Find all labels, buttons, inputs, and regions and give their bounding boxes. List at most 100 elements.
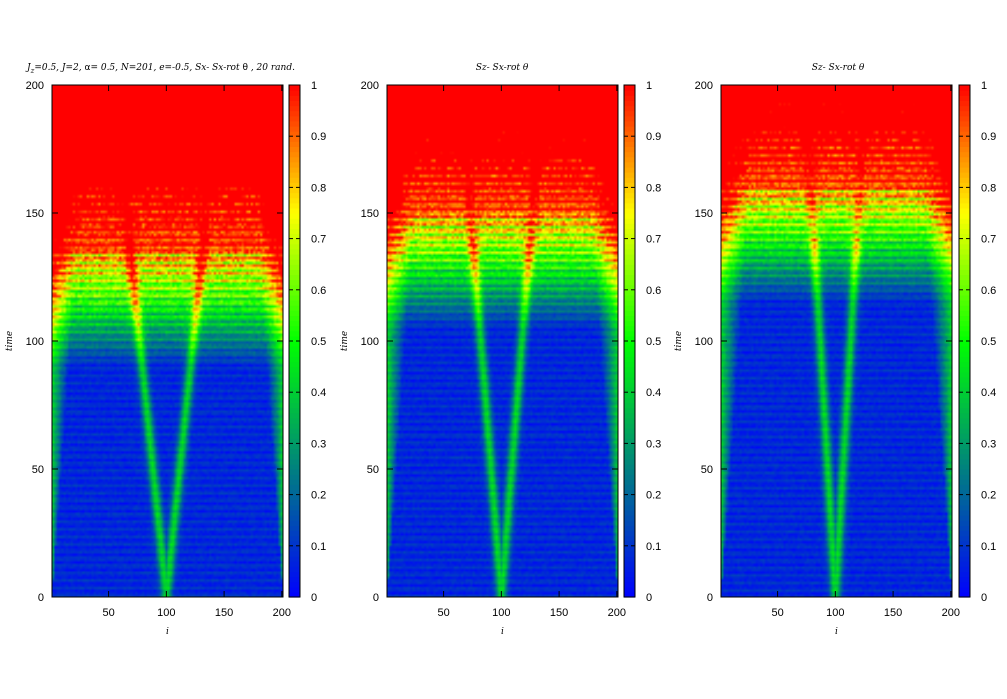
- colorbar-segment: [959, 269, 970, 276]
- colorbar-segment: [289, 371, 300, 378]
- colorbar-segment: [624, 115, 635, 122]
- colorbar-segment: [289, 556, 300, 562]
- colorbar-segment: [289, 586, 300, 593]
- panel-3: 50 100 150 200 0 50 100 150 200 i time Sz- Sx-rot θ…: [674, 63, 996, 637]
- colorbar-segment: [624, 156, 635, 163]
- colorbar-segment: [624, 105, 635, 112]
- colorbar-segment: [624, 284, 635, 291]
- colorbar-tick-label: 0.3: [646, 438, 661, 450]
- colorbar-segment: [959, 233, 970, 240]
- colorbar-segment: [624, 136, 635, 142]
- colorbar-segment: [959, 474, 970, 480]
- x-tick-label: 150: [215, 607, 233, 619]
- colorbar-tick-label: 0: [981, 592, 987, 604]
- colorbar-segment: [959, 443, 970, 450]
- colorbar-tick-label: 0: [311, 592, 317, 604]
- colorbar-segment: [624, 110, 635, 117]
- colorbar-tick-label: 0.2: [646, 490, 661, 502]
- colorbar-segment: [289, 131, 300, 137]
- colorbar-segment: [959, 479, 970, 485]
- colorbar-segment: [624, 218, 635, 224]
- colorbar-segment: [289, 535, 300, 542]
- colorbar-segment: [624, 463, 635, 470]
- colorbar-segment: [959, 535, 970, 542]
- colorbar-segment: [959, 218, 970, 224]
- colorbar-segment: [959, 545, 970, 552]
- colorbar-segment: [959, 448, 970, 455]
- colorbar-segment: [289, 264, 300, 270]
- colorbar-segment: [959, 284, 970, 291]
- colorbar-segment: [959, 397, 970, 404]
- colorbar-segment: [959, 402, 970, 409]
- colorbar-segment: [624, 351, 635, 357]
- colorbar-segment: [959, 489, 970, 496]
- colorbar-segment: [289, 259, 300, 265]
- colorbar-segment: [959, 223, 970, 229]
- panel-title: Jz=0.5, J=2, α= 0.5, N=201, e=-0.5, Sx- …: [25, 63, 295, 75]
- colorbar-segment: [959, 172, 970, 178]
- colorbar-segment: [624, 397, 635, 404]
- colorbar-segment: [289, 540, 300, 547]
- colorbar-segment: [289, 463, 300, 470]
- colorbar-segment: [959, 412, 970, 419]
- colorbar-segment: [959, 458, 970, 465]
- colorbar-segment: [959, 509, 970, 516]
- colorbar-segment: [959, 156, 970, 163]
- colorbar-segment: [624, 591, 635, 598]
- colorbar-tick-label: 0.5: [646, 336, 661, 348]
- colorbar-tick-label: 0.7: [646, 234, 661, 246]
- colorbar-segment: [624, 177, 635, 183]
- x-tick-label: 200: [608, 607, 626, 619]
- x-tick-label: 200: [942, 607, 960, 619]
- colorbar-segment: [289, 177, 300, 183]
- colorbar-segment: [624, 141, 635, 148]
- y-tick-label: 50: [32, 464, 44, 476]
- colorbar-segment: [624, 305, 635, 311]
- y-tick-label: 200: [361, 80, 379, 92]
- colorbar-tick-label: 0.6: [981, 285, 996, 297]
- y-tick-label: 150: [26, 208, 44, 220]
- colorbar-segment: [624, 151, 635, 158]
- colorbar-segment: [959, 422, 970, 429]
- colorbar-segment: [624, 259, 635, 265]
- x-tick-label: 50: [102, 607, 114, 619]
- colorbar-tick-label: 0.8: [646, 182, 661, 194]
- colorbar-tick-label: 0.3: [311, 438, 326, 450]
- colorbar-segment: [624, 422, 635, 429]
- y-axis-label: time: [5, 331, 15, 351]
- colorbar-segment: [289, 428, 300, 434]
- colorbar-segment: [959, 120, 970, 127]
- colorbar-segment: [289, 417, 300, 424]
- colorbar-segment: [289, 550, 300, 557]
- colorbar-segment: [624, 100, 635, 107]
- colorbar-segment: [289, 218, 300, 224]
- colorbar-segment: [959, 131, 970, 137]
- colorbar-segment: [289, 253, 300, 260]
- colorbar-segment: [959, 248, 970, 255]
- colorbar-segment: [289, 85, 300, 91]
- colorbar-segment: [289, 151, 300, 158]
- colorbar-segment: [289, 453, 300, 460]
- colorbar-segment: [624, 509, 635, 516]
- colorbar-segment: [959, 141, 970, 148]
- colorbar-tick-label: 0.1: [981, 541, 996, 553]
- colorbar-segment: [289, 499, 300, 506]
- colorbar-segment: [959, 264, 970, 270]
- colorbar-segment: [624, 223, 635, 229]
- y-tick-label: 200: [695, 80, 713, 92]
- colorbar-segment: [624, 356, 635, 363]
- colorbar-segment: [624, 576, 635, 583]
- colorbar-segment: [289, 376, 300, 383]
- colorbar-segment: [624, 545, 635, 552]
- colorbar-segment: [289, 520, 300, 526]
- colorbar-tick-label: 0.7: [981, 234, 996, 246]
- colorbar-segment: [959, 433, 970, 439]
- y-axis-label: time: [340, 331, 350, 351]
- colorbar-segment: [289, 289, 300, 296]
- colorbar-segment: [289, 320, 300, 327]
- colorbar-segment: [624, 300, 635, 306]
- colorbar-segment: [289, 110, 300, 117]
- heatmap-image: [387, 85, 618, 597]
- colorbar-tick-label: 1: [646, 80, 652, 92]
- colorbar-segment: [624, 279, 635, 286]
